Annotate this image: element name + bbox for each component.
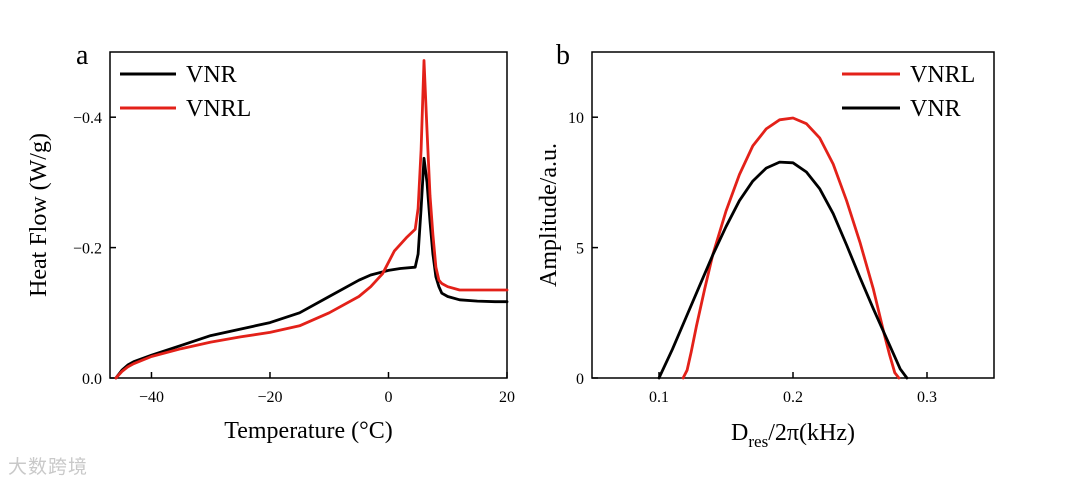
legend-label-vnrl: VNRL [910,62,975,88]
panel-a-x-tick-label: −40 [139,389,164,406]
panel-b-x-tick-label: 0.3 [917,389,937,406]
panel-a: a −40 −20 0 200.0−0.2−0.4 Temperature (°C) … [26,40,515,444]
panel-b-x-tick-label: 0.1 [649,389,669,406]
panel-b-x-axis-title-main: D [731,420,748,446]
panel-b-x-axis-title-subscript: res [748,432,768,451]
watermark-text: 大数跨境 [8,456,89,478]
panel-a-letter: a [76,40,89,71]
legend-label-vnr: VNR [186,62,237,88]
panel-a-y-tick-label: −0.2 [73,241,102,258]
panel-a-ticks: −40 −20 0 20 0.0 −0.2 −0.4 [73,110,515,406]
panel-a-legend: VNR VNRL [120,62,251,122]
panel-b-y-tick-label: 5 [576,241,584,258]
legend-label-vnr: VNR [910,96,961,122]
panel-a-series-vnrl-line [114,59,509,380]
panel-b-x-axis-title-rest: /2π(kHz) [768,420,855,446]
panel-a-x-axis-title: Temperature (°C) [224,418,393,444]
panel-b-y-tick-label: 10 [568,110,584,127]
panel-a-x-tick-label: 0 [384,389,392,406]
panel-a-plot-frame [109,51,508,379]
panel-a-y-axis-title: Heat Flow (W/g) [26,133,52,297]
legend-label-vnrl: VNRL [186,96,251,122]
panel-a-y-tick-label: 0.0 [82,371,102,388]
panel-a-x-tick-label: 20 [499,389,515,406]
panel-b-letter: b [556,40,570,71]
panel-a-series [114,59,509,380]
panel-a-x-tick-label: −20 [257,389,282,406]
panel-b-y-axis-title: Amplitude/a.u. [536,143,562,287]
panel-b-x-tick-label: 0.2 [783,389,803,406]
panel-b: b 0.1 0.2 0.3 0 5 10 Dres/2π(kHz) Amplitude/a… [536,40,995,451]
panel-b-series-vnrl-line [681,116,901,380]
panel-b-y-tick-label: 0 [576,371,584,388]
panel-a-series-vnr-line [114,156,509,380]
panel-b-ticks: 0.1 0.2 0.3 0 5 10 [568,110,937,406]
panel-b-x-axis-title: Dres/2π(kHz) [731,420,855,451]
panel-b-legend: VNRL VNR [842,62,975,122]
panel-a-y-tick-label: −0.4 [73,110,102,127]
panel-b-series [657,116,909,380]
panel-b-series-vnr-line [657,160,909,380]
